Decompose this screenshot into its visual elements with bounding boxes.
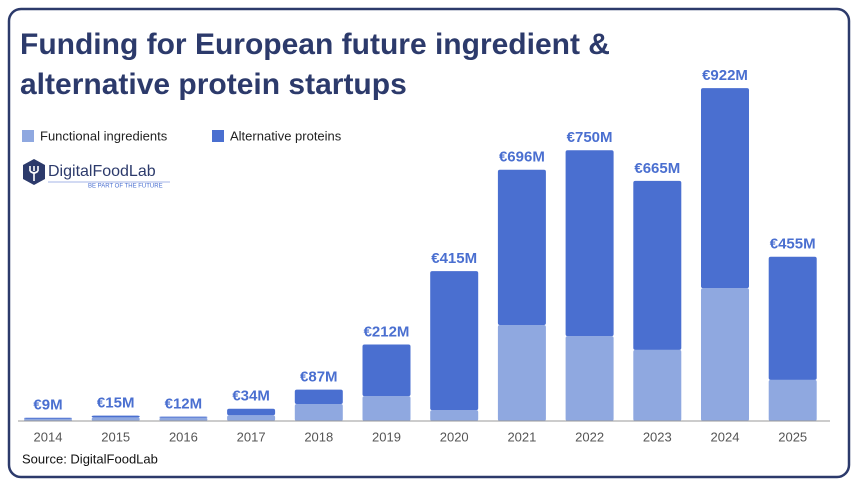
bar-segment (430, 410, 479, 421)
total-label: €15M (97, 395, 135, 412)
chart-title: Funding for European future ingredient & (20, 28, 610, 61)
logo-name: DigitalFoodLab (48, 163, 156, 180)
total-label: €87M (300, 369, 338, 386)
bar-segment (294, 404, 343, 421)
source: Source: DigitalFoodLab (22, 451, 158, 466)
x-tick-label: 2020 (440, 429, 469, 444)
bar-segment (24, 418, 72, 421)
bar-segment (768, 379, 817, 421)
bar-segment (159, 417, 208, 421)
bar-segment (633, 349, 682, 421)
legend-swatch (22, 130, 34, 142)
x-tick-label: 2018 (304, 429, 333, 444)
bar-segment (768, 256, 817, 380)
x-tick-label: 2019 (372, 429, 401, 444)
bar-segment (294, 389, 343, 405)
bar-segment (565, 336, 614, 421)
x-tick-label: 2023 (643, 429, 672, 444)
bar-segment (159, 416, 208, 418)
bar-segment (430, 271, 479, 411)
total-label: €455M (770, 236, 816, 253)
legend-swatch (212, 130, 224, 142)
bar-segment (701, 88, 749, 289)
bar-segment (497, 169, 546, 325)
logo-tagline: BE PART OF THE FUTURE (88, 184, 163, 190)
legend-label: Functional ingredients (40, 128, 168, 143)
bar-segment (24, 417, 72, 419)
total-label: €212M (364, 323, 410, 340)
x-tick-label: 2016 (169, 429, 198, 444)
bar-segment (91, 417, 140, 421)
x-tick-label: 2024 (711, 429, 740, 444)
bar-segment (633, 180, 682, 350)
chart-title: alternative protein startups (20, 68, 407, 101)
x-tick-label: 2017 (237, 429, 266, 444)
bar-segment (227, 408, 276, 416)
legend-label: Alternative proteins (230, 128, 342, 143)
bar-segment (701, 288, 749, 421)
logo: DigitalFoodLab BE PART OF THE FUTURE (23, 159, 170, 190)
logo-fork (29, 166, 39, 181)
logo-icon (23, 159, 45, 185)
total-label: €922M (702, 67, 748, 84)
bar-segment (362, 344, 411, 397)
total-label: €9M (33, 397, 62, 414)
x-tick-label: 2022 (575, 429, 604, 444)
bar-segment (91, 415, 140, 418)
total-label: €665M (634, 160, 680, 177)
x-tick-label: 2015 (101, 429, 130, 444)
bar-segment (497, 324, 546, 421)
bar-segment (362, 396, 411, 421)
total-label: €696M (499, 149, 545, 166)
total-label: €415M (431, 250, 477, 267)
x-tick-label: 2014 (34, 429, 63, 444)
bar-segment (227, 415, 276, 421)
total-label: €12M (165, 396, 203, 413)
x-tick-label: 2021 (507, 429, 536, 444)
total-label: €750M (567, 129, 613, 146)
x-tick-label: 2025 (778, 429, 807, 444)
total-label: €34M (232, 388, 270, 405)
bar-segment (565, 150, 614, 337)
